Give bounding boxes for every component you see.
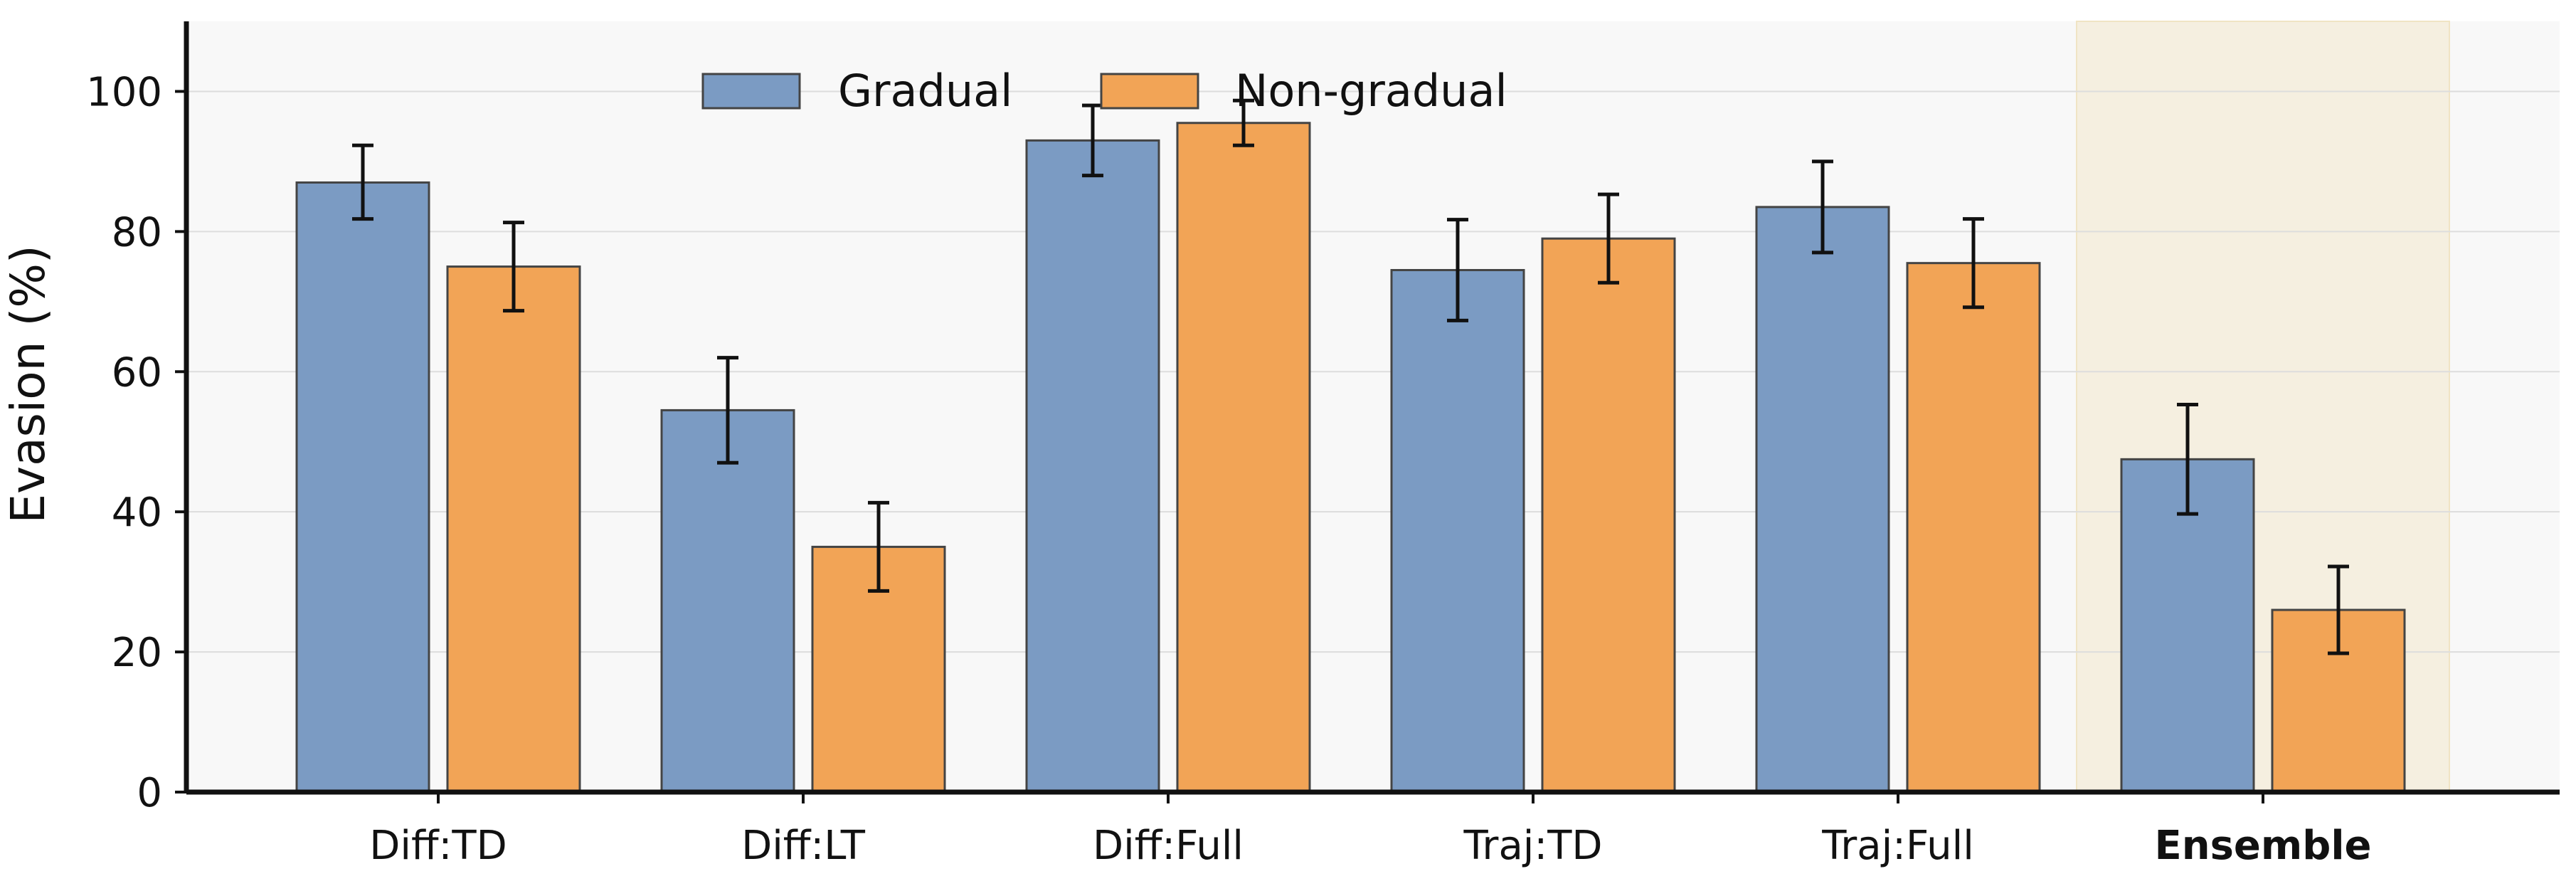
error-bar-non-gradual-diff-lt [868, 500, 889, 593]
bar-non-gradual-diff-td [446, 265, 581, 794]
legend-label-non-gradual: Non-gradual [1235, 65, 1507, 117]
bars [295, 122, 2406, 794]
error-bar-gradual-ensemble [2177, 403, 2198, 516]
bar-non-gradual-traj-td [1541, 237, 1676, 794]
y-tick-label: 60 [112, 349, 162, 396]
error-bars [352, 98, 2349, 655]
bar-non-gradual-traj-full [1906, 262, 2041, 794]
error-bar-non-gradual-diff-td [503, 221, 524, 313]
x-ticks: Diff:TD Diff:LT Diff:Full Traj:TD Traj:Full E… [369, 792, 2372, 869]
error-bar-non-gradual-traj-td [1598, 192, 1619, 285]
error-bar-gradual-traj-td [1447, 218, 1468, 322]
error-bar-non-gradual-traj-full [1963, 217, 1984, 310]
x-tick-label-diff-lt: Diff:LT [741, 823, 866, 869]
bar-non-gradual-diff-full [1176, 122, 1311, 794]
axes [184, 21, 2560, 795]
error-bar-non-gradual-ensemble [2328, 564, 2349, 655]
error-bar-non-gradual-diff-full [1233, 98, 1254, 147]
x-tick-label-traj-td: Traj:TD [1463, 823, 1602, 869]
y-axis-title: Evasion (%) [1, 245, 55, 523]
legend-swatch-non-gradual [1100, 73, 1199, 110]
y-tick-label: 80 [112, 209, 162, 255]
bar-gradual-traj-full [1755, 206, 1890, 794]
y-tick-label: 0 [137, 770, 162, 816]
y-tick-label: 40 [112, 490, 162, 536]
y-tick-label: 100 [86, 69, 162, 115]
bar-gradual-diff-td [295, 181, 430, 794]
legend-swatch-gradual [701, 73, 801, 110]
error-bar-gradual-diff-full [1082, 103, 1103, 178]
y-ticks: 0 20 40 60 80 100 [86, 69, 186, 816]
x-tick-label-diff-td: Diff:TD [369, 823, 507, 869]
bar-gradual-traj-td [1390, 269, 1525, 794]
legend-label-gradual: Gradual [838, 65, 1012, 117]
x-tick-label-ensemble: Ensemble [2154, 823, 2371, 869]
legend: Gradual Non-gradual [701, 65, 1507, 117]
x-tick-label-traj-full: Traj:Full [1821, 823, 1974, 869]
y-tick-label: 20 [112, 630, 162, 676]
error-bar-gradual-traj-full [1812, 159, 1833, 255]
error-bar-gradual-diff-lt [717, 356, 738, 465]
error-bar-gradual-diff-td [352, 143, 373, 221]
bar-gradual-diff-full [1025, 139, 1160, 794]
x-tick-label-diff-full: Diff:Full [1093, 823, 1244, 869]
bar-gradual-diff-lt [660, 408, 795, 794]
